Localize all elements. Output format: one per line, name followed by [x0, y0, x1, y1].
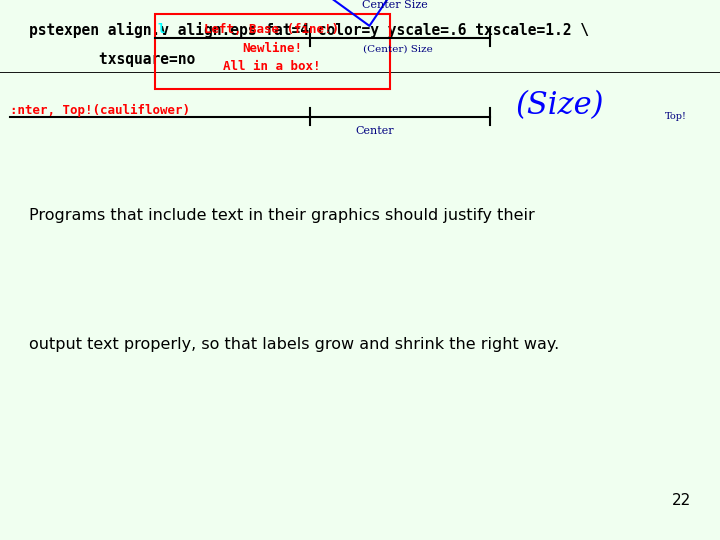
Text: :nter, Top!(cauliflower): :nter, Top!(cauliflower): [10, 104, 190, 117]
Text: Left, Base (fine!): Left, Base (fine!): [204, 23, 340, 36]
Text: l: l: [157, 23, 164, 36]
Text: (Size): (Size): [516, 90, 604, 120]
Text: Top!: Top!: [665, 112, 687, 121]
Text: output text properly, so that labels grow and shrink the right way.: output text properly, so that labels gro…: [29, 338, 559, 353]
Text: txsquare=no: txsquare=no: [29, 52, 195, 68]
Text: Programs that include text in their graphics should justify their: Programs that include text in their grap…: [29, 208, 534, 223]
Bar: [155, 14, 390, 89]
Text: 22: 22: [672, 492, 691, 508]
Text: Newline!: Newline!: [242, 42, 302, 55]
Text: All in a box!: All in a box!: [223, 60, 320, 73]
Text: pstexpen align.v align.eps fat=4 color=y yscale=.6 txscale=1.2 \: pstexpen align.v align.eps fat=4 color=y…: [29, 22, 589, 38]
Text: (Center) Size: (Center) Size: [363, 45, 433, 54]
Text: Center Size: Center Size: [362, 1, 428, 10]
Text: Center: Center: [356, 126, 395, 136]
